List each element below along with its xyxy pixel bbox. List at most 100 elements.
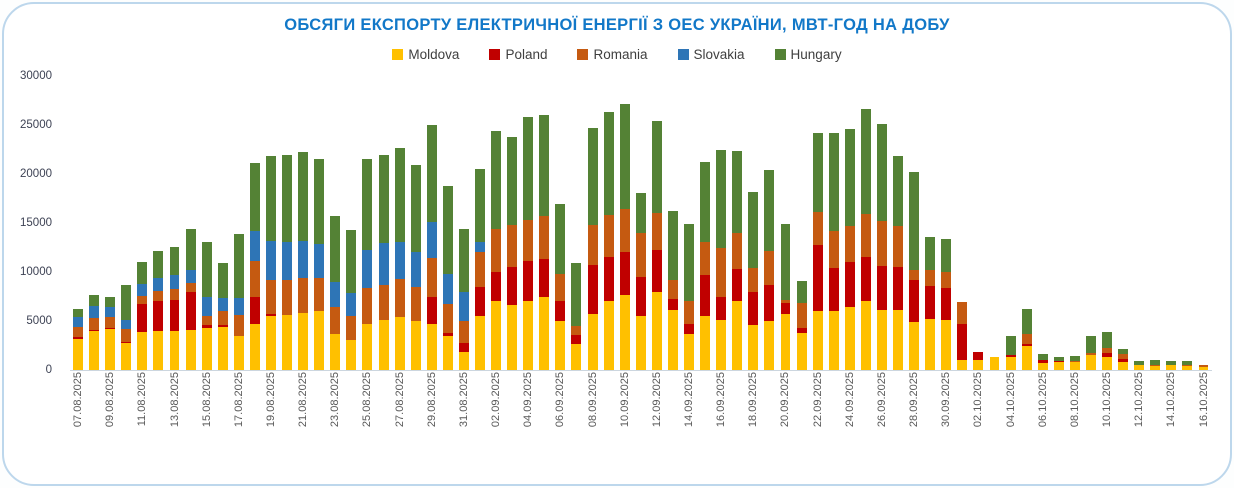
bar-segment-poland [105,327,116,329]
bar-segment-hungary [764,170,775,251]
stacked-bar [812,132,823,370]
x-tick-cell: 04.10.2025 [1003,371,1019,457]
bar-segment-romania [523,220,534,261]
bar-column [343,76,359,370]
stacked-bar [249,162,260,370]
x-tick-cell [954,371,970,457]
stacked-bar [121,284,132,370]
x-tick-label: 12.09.2025 [650,372,663,428]
x-tick-cell [665,371,681,457]
bar-segment-poland [426,296,437,325]
bar-segment-moldova [684,334,694,370]
bar-segment-poland [249,296,260,325]
bar-column [665,76,681,370]
stacked-bar [1037,354,1048,370]
bar-segment-moldova [539,297,550,370]
bar-segment-moldova [233,335,244,370]
x-tick-cell: 08.10.2025 [1067,371,1083,457]
bar-segment-poland [137,304,148,332]
stacked-bar [346,230,357,370]
bar-segment-poland [925,286,936,320]
bar-column [1035,76,1051,370]
bar-column [70,76,86,370]
bar-segment-moldova [1182,366,1193,370]
bar-segment-romania [491,229,502,273]
stacked-bar [1069,356,1080,370]
stacked-bar [941,238,952,370]
x-tick-cell: 16.09.2025 [713,371,729,457]
bar-segment-hungary [169,246,180,275]
x-tick-label: 14.09.2025 [683,372,695,428]
bar-segment-moldova [426,324,437,370]
bar-segment-romania [796,303,807,328]
legend-label: Poland [505,47,548,62]
chart-area: 0 5000 10000 15000 20000 25000 30000 07.08.202… [20,70,1212,457]
stacked-bar [475,169,485,370]
bar-segment-moldova [153,330,164,370]
bar-column [601,76,617,370]
legend-label: Slovakia [693,47,745,62]
x-tick-cell: 10.10.2025 [1099,371,1115,457]
bar-segment-slovakia [410,251,421,287]
bar-segment-romania [153,291,164,302]
stacked-bar [603,112,614,370]
stacked-bar [716,150,727,370]
bar-segment-poland [73,336,84,339]
bar-segment-romania [539,215,550,259]
bar-column [199,76,215,370]
x-tick-cell [601,371,617,457]
bar-segment-poland [700,275,711,317]
bar-segment-hungary [89,294,100,307]
legend-swatch-poland [489,49,501,60]
bar-segment-hungary [1150,360,1161,366]
x-tick-cell [697,371,713,457]
bar-column [1003,76,1019,370]
bar-column [263,76,279,370]
bar-segment-moldova [73,338,84,370]
stacked-bar [619,104,630,370]
stacked-bar [764,170,775,370]
x-tick-cell [1179,371,1195,457]
x-tick-cell: 02.10.2025 [970,371,986,457]
y-tick-label: 20000 [20,168,52,180]
legend-swatch-slovakia [677,49,689,60]
stacked-bar [89,294,100,370]
bar-segment-romania [780,299,791,303]
bar-segment-moldova [780,314,791,370]
x-tick-label: 22.09.2025 [811,372,824,428]
bar-segment-romania [1198,365,1209,367]
bar-segment-poland [442,333,453,336]
bar-column [1051,76,1067,370]
stacked-bar [426,124,437,370]
bar-segment-poland [716,297,727,320]
bar-segment-romania [651,212,662,251]
bar-segment-moldova [1150,366,1161,370]
bar-column [183,76,199,370]
bar-segment-hungary [410,165,421,252]
bar-segment-slovakia [153,277,164,292]
stacked-bar [651,121,662,370]
bar-segment-poland [941,287,952,321]
bar-segment-romania [941,271,952,288]
bar-segment-hungary [716,150,727,249]
bar-segment-moldova [603,301,614,370]
bar-segment-hungary [491,130,502,230]
stacked-bar [394,147,405,370]
x-tick-label: 09.08.2025 [104,372,117,428]
bar-column [761,76,777,370]
bar-segment-romania [555,274,566,302]
bar-segment-moldova [635,316,646,370]
bar-segment-moldova [346,340,357,370]
x-tick-label: 02.09.2025 [490,372,503,428]
bar-segment-poland [844,262,855,308]
bar-segment-moldova [1021,346,1032,370]
bar-segment-hungary [73,308,84,317]
bar-column [504,76,520,370]
bar-segment-romania [169,289,180,300]
bar-segment-moldova [700,316,711,370]
stacked-bar [1182,361,1193,370]
bar-column [842,76,858,370]
stacked-bar [587,127,598,370]
x-tick-label: 30.09.2025 [940,372,953,428]
x-tick-cell [1019,371,1035,457]
